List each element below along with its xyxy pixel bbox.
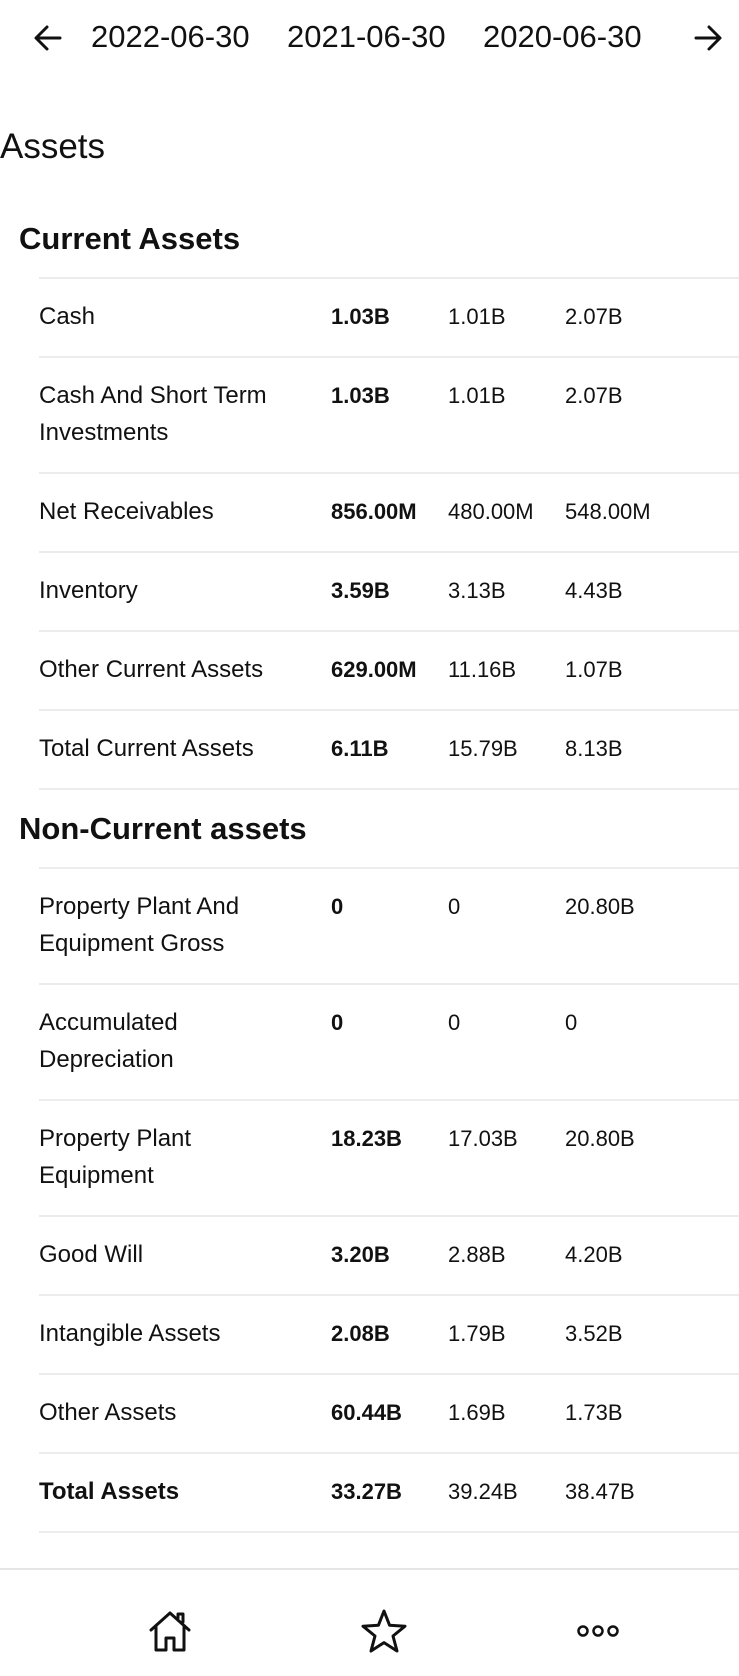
row-label: Total Assets bbox=[39, 1478, 180, 1505]
table-row: Cash And Short Term Investments 1.03B 1.… bbox=[39, 356, 739, 472]
value-cell: 1.01B bbox=[448, 304, 506, 329]
value-cell: 480.00M bbox=[448, 499, 534, 524]
table-row: Cash 1.03B 1.01B 2.07B bbox=[39, 277, 739, 356]
value-cell: 548.00M bbox=[565, 499, 651, 524]
row-label: Other Assets bbox=[39, 1399, 177, 1426]
value-cell: 39.24B bbox=[448, 1479, 518, 1504]
arrow-left-icon[interactable] bbox=[28, 18, 68, 58]
value-cell: 1.79B bbox=[448, 1321, 506, 1346]
bottom-navigation bbox=[0, 1568, 739, 1676]
value-cell: 33.27B bbox=[331, 1479, 402, 1504]
value-cell: 20.80B bbox=[565, 1126, 635, 1151]
value-cell: 20.80B bbox=[565, 894, 635, 919]
value-cell: 6.11B bbox=[331, 736, 389, 761]
table-row: Accumulated Depreciation 0 0 0 bbox=[39, 983, 739, 1099]
value-cell: 1.73B bbox=[565, 1400, 623, 1425]
date-column-header: 2021-06-30 bbox=[287, 19, 446, 54]
row-label: Net Receivables bbox=[39, 498, 214, 525]
row-label: Property Plant And Equipment Gross bbox=[39, 893, 240, 957]
table-row: Inventory 3.59B 3.13B 4.43B bbox=[39, 551, 739, 630]
table-row: Property Plant Equipment 18.23B 17.03B 2… bbox=[39, 1099, 739, 1215]
value-cell: 3.20B bbox=[331, 1242, 390, 1267]
row-label: Intangible Assets bbox=[39, 1320, 221, 1347]
value-cell: 3.13B bbox=[448, 578, 506, 603]
value-cell: 1.07B bbox=[565, 657, 623, 682]
value-cell: 1.03B bbox=[331, 304, 390, 329]
value-cell: 2.08B bbox=[331, 1321, 390, 1346]
value-cell: 856.00M bbox=[331, 499, 417, 524]
value-cell: 1.69B bbox=[448, 1400, 506, 1425]
more-icon[interactable] bbox=[573, 1606, 623, 1656]
table-row: Property Plant And Equipment Gross 0 0 2… bbox=[39, 867, 739, 983]
value-cell: 629.00M bbox=[331, 657, 417, 682]
value-cell: 4.43B bbox=[565, 578, 623, 603]
row-label: Inventory bbox=[39, 577, 138, 604]
row-label: Cash And Short Term Investments bbox=[39, 382, 267, 446]
table-row: Total Current Assets 6.11B 15.79B 8.13B bbox=[39, 709, 739, 790]
value-cell: 0 bbox=[565, 1010, 578, 1035]
date-column-header: 2020-06-30 bbox=[483, 19, 642, 54]
section-title: Non-Current assets bbox=[19, 811, 307, 846]
star-icon[interactable] bbox=[359, 1606, 409, 1656]
arrow-right-icon[interactable] bbox=[688, 18, 728, 58]
value-cell: 60.44B bbox=[331, 1400, 402, 1425]
value-cell: 1.03B bbox=[331, 383, 390, 408]
table-row: Net Receivables 856.00M 480.00M 548.00M bbox=[39, 472, 739, 551]
value-cell: 8.13B bbox=[565, 736, 623, 761]
value-cell: 0 bbox=[331, 894, 344, 919]
row-label: Good Will bbox=[39, 1241, 144, 1268]
table-row-total: Total Assets 33.27B 39.24B 38.47B bbox=[39, 1452, 739, 1533]
row-label: Property Plant Equipment bbox=[39, 1125, 192, 1189]
home-icon[interactable] bbox=[145, 1606, 195, 1656]
date-navigation: 2022-06-30 2021-06-30 2020-06-30 bbox=[0, 0, 739, 76]
row-label: Total Current Assets bbox=[39, 735, 254, 762]
value-cell: 3.52B bbox=[565, 1321, 623, 1346]
page-title: Assets bbox=[0, 127, 106, 166]
value-cell: 0 bbox=[448, 1010, 461, 1035]
value-cell: 17.03B bbox=[448, 1126, 518, 1151]
row-label: Other Current Assets bbox=[39, 656, 264, 683]
section-title: Current Assets bbox=[19, 221, 241, 256]
row-label: Accumulated Depreciation bbox=[39, 1009, 178, 1073]
value-cell: 2.88B bbox=[448, 1242, 506, 1267]
table-row: Good Will 3.20B 2.88B 4.20B bbox=[39, 1215, 739, 1294]
value-cell: 4.20B bbox=[565, 1242, 623, 1267]
table-row: Other Assets 60.44B 1.69B 1.73B bbox=[39, 1373, 739, 1452]
value-cell: 0 bbox=[331, 1010, 344, 1035]
table-row: Other Current Assets 629.00M 11.16B 1.07… bbox=[39, 630, 739, 709]
date-column-header: 2022-06-30 bbox=[91, 19, 250, 54]
value-cell: 3.59B bbox=[331, 578, 390, 603]
value-cell: 0 bbox=[448, 894, 461, 919]
value-cell: 18.23B bbox=[331, 1126, 402, 1151]
value-cell: 11.16B bbox=[448, 657, 517, 682]
row-label: Cash bbox=[39, 303, 96, 330]
table-row: Intangible Assets 2.08B 1.79B 3.52B bbox=[39, 1294, 739, 1373]
value-cell: 2.07B bbox=[565, 383, 623, 408]
value-cell: 2.07B bbox=[565, 304, 623, 329]
value-cell: 1.01B bbox=[448, 383, 506, 408]
value-cell: 15.79B bbox=[448, 736, 518, 761]
value-cell: 38.47B bbox=[565, 1479, 635, 1504]
